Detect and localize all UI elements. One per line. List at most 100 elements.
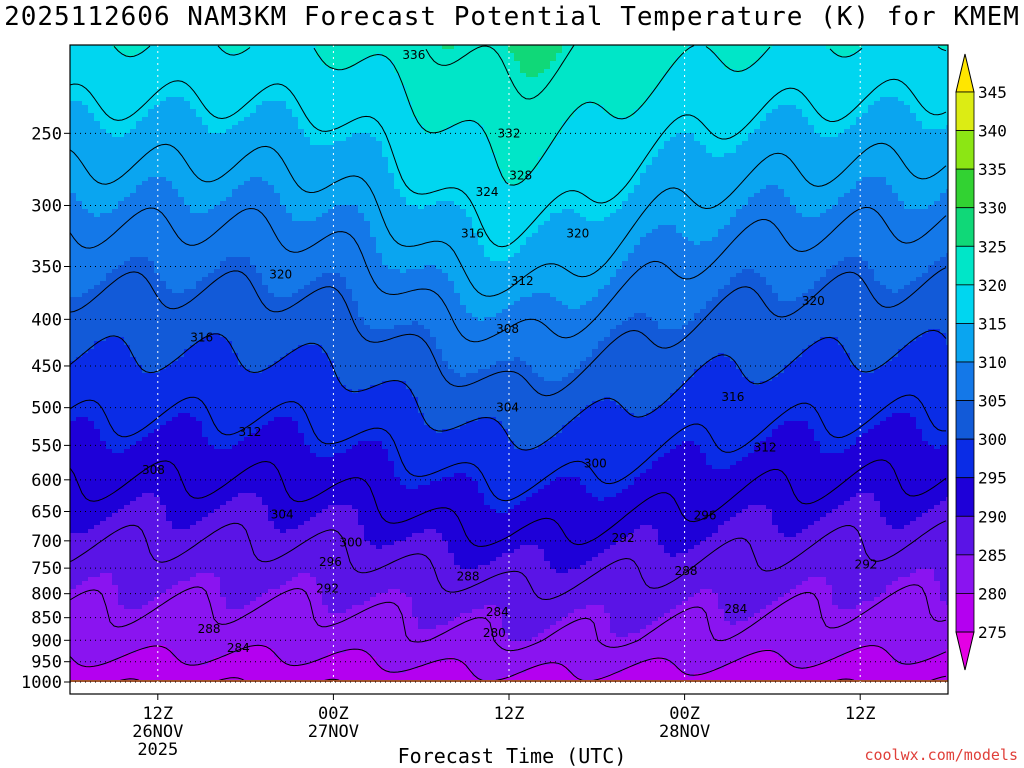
field-cell [292,69,299,74]
field-cell [424,157,431,162]
field-cell [760,97,767,102]
field-cell [832,157,839,162]
field-cell [94,45,101,50]
field-cell [298,113,305,118]
field-cell [898,113,905,118]
field-cell [598,93,605,98]
field-cell [286,137,293,142]
field-cell [808,141,815,146]
field-cell [388,61,395,66]
field-cell [148,141,155,146]
field-cell [466,69,473,74]
field-cell [316,169,323,174]
field-cell [790,49,797,54]
field-cell [76,97,83,102]
field-cell [910,45,917,50]
field-cell [244,113,251,118]
field-cell [628,145,635,150]
field-cell [526,45,533,50]
field-cell [640,113,647,118]
field-cell [340,53,347,58]
field-cell [730,53,737,58]
field-cell [232,145,239,150]
field-cell [166,169,173,174]
field-cell [880,77,887,82]
field-cell [874,73,881,78]
field-cell [766,105,773,110]
field-cell [898,137,905,142]
field-cell [190,169,197,174]
field-cell [676,85,683,90]
field-cell [100,49,107,54]
field-cell [220,169,227,174]
field-cell [196,61,203,66]
field-cell [280,45,287,50]
field-cell [202,89,209,94]
field-cell [388,173,395,178]
field-cell [676,157,683,162]
field-cell [238,129,245,134]
field-cell [202,65,209,70]
field-cell [160,93,167,98]
field-cell [850,77,857,82]
field-cell [802,109,809,114]
field-cell [538,129,545,134]
field-cell [514,137,521,142]
field-cell [304,145,311,150]
field-cell [304,137,311,142]
field-cell [586,109,593,114]
field-cell [640,117,647,122]
field-cell [616,141,623,146]
field-cell [922,69,929,74]
field-cell [412,45,419,50]
field-cell [268,97,275,102]
field-cell [100,173,107,178]
field-cell [772,153,779,158]
field-cell [454,45,461,50]
field-cell [82,177,89,182]
field-cell [406,61,413,66]
field-cell [454,153,461,158]
field-cell [724,157,731,162]
field-cell [430,121,437,126]
field-cell [130,73,137,78]
field-cell [598,53,605,58]
field-cell [250,53,257,58]
field-cell [448,137,455,142]
field-cell [940,169,947,174]
field-cell [718,89,725,94]
field-cell [424,173,431,178]
field-cell [916,165,923,170]
field-cell [418,65,425,70]
field-cell [328,57,335,62]
field-cell [124,133,131,138]
field-cell [106,85,113,90]
field-cell [586,101,593,106]
field-cell [586,137,593,142]
field-cell [466,121,473,126]
field-cell [106,153,113,158]
field-cell [502,93,509,98]
field-cell [634,169,641,174]
field-cell [784,125,791,130]
field-cell [706,61,713,66]
field-cell [340,57,347,62]
field-cell [460,101,467,106]
field-cell [448,73,455,78]
field-cell [238,101,245,106]
field-cell [94,53,101,58]
field-cell [550,145,557,150]
field-cell [550,141,557,146]
field-cell [682,101,689,106]
field-cell [226,69,233,74]
field-cell [202,77,209,82]
field-cell [658,49,665,54]
field-cell [640,145,647,150]
field-cell [598,61,605,66]
field-cell [88,109,95,114]
field-cell [268,165,275,170]
field-cell [754,73,761,78]
field-cell [598,125,605,130]
field-cell [442,53,449,58]
field-cell [184,153,191,158]
